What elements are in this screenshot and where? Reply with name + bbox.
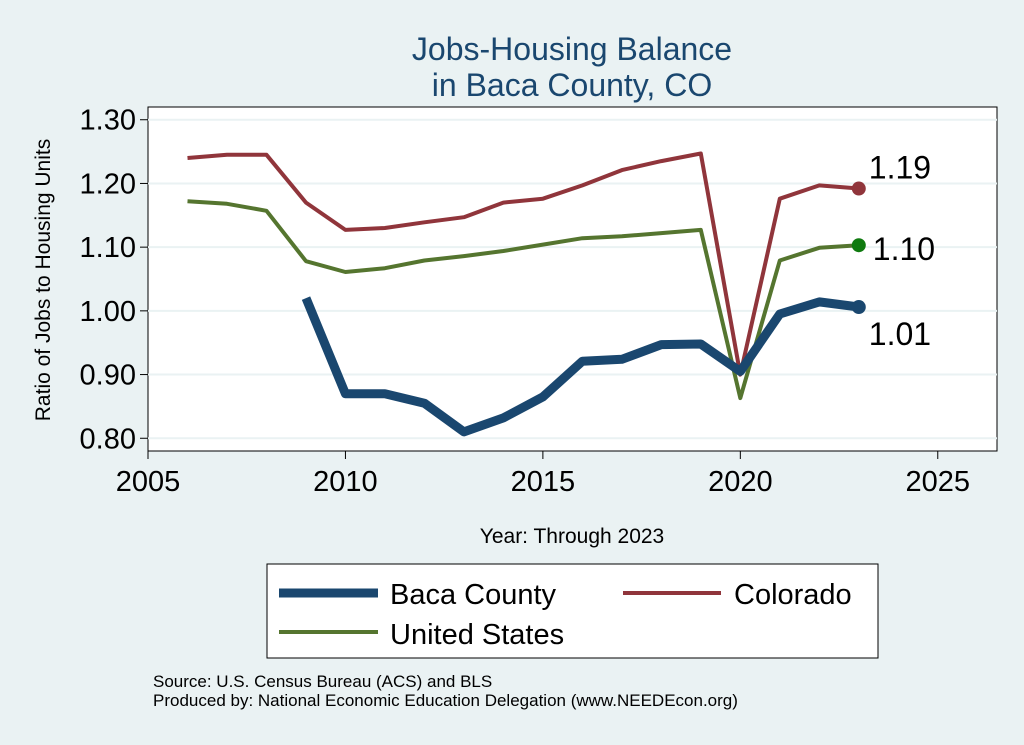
- series-group: [187, 151, 860, 437]
- x-tick-label: 2010: [313, 466, 378, 498]
- chart-title-line-2: in Baca County, CO: [432, 67, 712, 103]
- y-tick-label: 1.10: [80, 232, 136, 264]
- x-tick-label: 2005: [116, 466, 181, 498]
- legend-label-colorado: Colorado: [734, 579, 852, 611]
- x-axis-label: Year: Through 2023: [480, 525, 665, 548]
- x-tick-label: 2015: [511, 466, 576, 498]
- series-line-colorado: [187, 151, 859, 377]
- axes: 0.80 0.90 1.00 1.10 1.20 1.30 2005 2010 2015 2020…: [80, 105, 970, 498]
- legend-label-united-states: United States: [390, 619, 564, 651]
- legend: Baca County Colorado United States: [266, 563, 879, 659]
- plot-area: [147, 106, 998, 452]
- x-tick-label: 2020: [708, 466, 773, 498]
- y-tick-label: 1.30: [80, 105, 136, 137]
- x-tick-label: 2025: [906, 466, 971, 498]
- end-label-colorado: 1.19: [869, 150, 931, 186]
- series-line-united-states: [187, 199, 859, 401]
- y-tick-label: 1.00: [80, 296, 136, 328]
- end-marker-united-states: [851, 238, 866, 253]
- y-tick-label: 0.90: [80, 360, 136, 392]
- y-tick-label: 0.80: [80, 423, 136, 455]
- producer-note: Produced by: National Economic Education…: [153, 691, 738, 710]
- end-labels: 1.01 1.19 1.10: [851, 150, 935, 352]
- y-tick-label: 1.20: [80, 168, 136, 200]
- y-axis-label: Ratio of Jobs to Housing Units: [32, 139, 55, 421]
- end-label-united-states: 1.10: [873, 231, 935, 267]
- chart-title-line-1: Jobs-Housing Balance: [412, 31, 732, 67]
- legend-label-baca-county: Baca County: [390, 579, 557, 611]
- series-line-baca-county: [301, 296, 860, 437]
- end-label-baca-county: 1.01: [869, 316, 931, 352]
- legend-box: [266, 563, 879, 659]
- source-note: Source: U.S. Census Bureau (ACS) and BLS: [153, 672, 493, 691]
- end-marker-baca-county: [851, 300, 866, 315]
- end-marker-colorado: [851, 181, 866, 196]
